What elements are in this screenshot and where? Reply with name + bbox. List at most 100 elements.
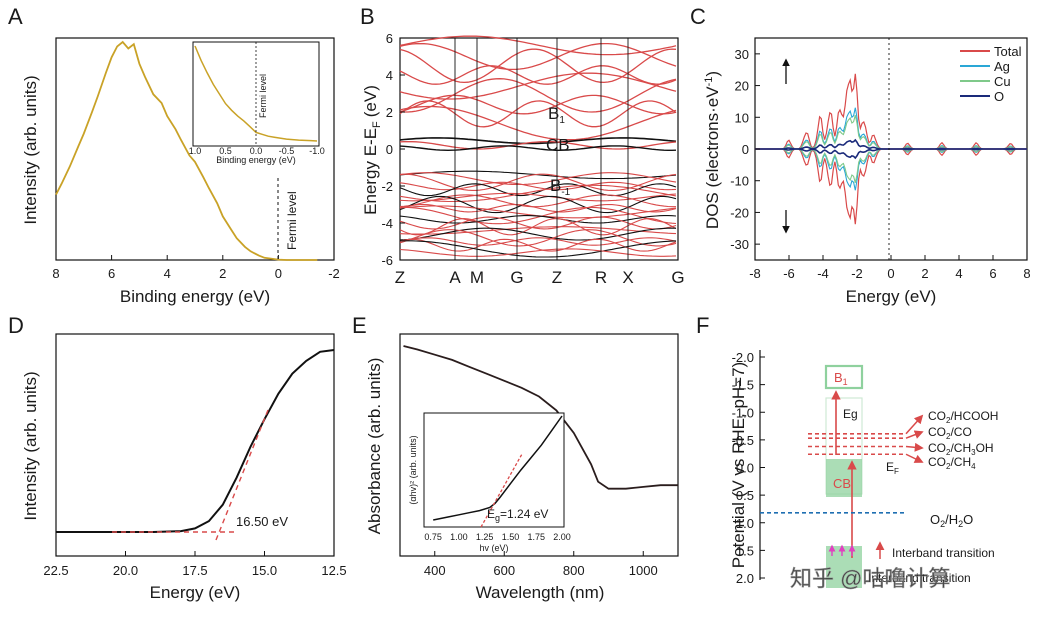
panel-b-band — [399, 145, 677, 152]
panel-e-inset-tick-label: 1.50 — [502, 532, 520, 542]
panel-b-y-tick-label: 4 — [386, 68, 393, 83]
panel-c-dos-curves — [755, 73, 1027, 225]
panel-d-x-tick-label: 22.5 — [43, 563, 68, 578]
panel-f-ef-main: E — [886, 460, 894, 474]
panel-d-x-tick-label: 20.0 — [113, 563, 138, 578]
panel-f-o2-label: O2/H2O — [930, 512, 973, 529]
panel-d-x-ticks: 22.5 20.0 17.5 15.0 12.5 — [43, 551, 347, 578]
panel-c-ylabel: DOS (electrons·eV-1) — [703, 71, 722, 229]
panel-e: E 400 600 800 1000 Wavelength (nm) Absorban… — [352, 313, 679, 602]
panel-b-ylabel-main: Energy E-E — [361, 128, 380, 215]
panel-e-inset-ylabel: (αhv)² (arb. units) — [408, 435, 418, 504]
panel-f-y-tick-label: -2.0 — [732, 350, 754, 365]
panel-label-f: F — [696, 313, 709, 338]
panel-b-band — [399, 238, 677, 252]
panel-b-ylabel-sub: F — [371, 121, 383, 128]
panel-f-y-tick-label: 0.5 — [736, 488, 754, 503]
panel-a: A 8 6 4 2 0 -2 Binding energy (eV) Intensity … — [8, 4, 340, 306]
panel-a-xps-line — [55, 40, 318, 261]
panel-e-inset-tick-label: 1.25 — [476, 532, 494, 542]
panel-f-b1-sub: 1 — [843, 377, 848, 387]
panel-e-frame — [399, 333, 679, 557]
panel-e-inset-frame — [423, 412, 565, 528]
panel-label-c: C — [690, 4, 706, 29]
panel-c-x-tick-label: 2 — [921, 266, 928, 281]
panel-f-redox-arrow — [905, 414, 924, 435]
panel-c-y-tick-label: 10 — [735, 110, 749, 125]
panel-c-x-tick-label: 4 — [955, 266, 962, 281]
panel-a-xlabel: Binding energy (eV) — [120, 287, 270, 306]
panel-b-kpoint-label: Z — [552, 268, 562, 287]
panel-b-kpoint-label: R — [595, 268, 607, 287]
panel-e-bandgap-label: Eg=1.24 eV — [487, 507, 548, 523]
panel-label-a: A — [8, 4, 23, 29]
panel-c-dos-curve — [755, 107, 1027, 150]
panel-b-band — [399, 192, 677, 202]
panel-f-redox-label-sub: 2 — [946, 448, 951, 457]
panel-f-redox-label: CO2/HCOOH — [928, 409, 998, 425]
panel-c-x-tick-label: -8 — [749, 266, 761, 281]
panel-a-x-tick-label: 4 — [164, 266, 171, 281]
panel-f-o2-main: O — [930, 512, 940, 527]
panel-label-e: E — [352, 313, 367, 338]
panel-f-y-tick-label: 0.0 — [736, 461, 754, 476]
panel-f-redox-label-text: OH — [976, 441, 994, 455]
panel-b-band — [399, 183, 677, 197]
panel-label-d: D — [8, 313, 24, 338]
panel-a-ylabel: Intensity (arb. units) — [21, 75, 40, 224]
panel-f-redox-arrow — [905, 442, 924, 452]
panel-e-inset-tick-label: 1.00 — [450, 532, 468, 542]
panel-b-band-label-main: B — [550, 176, 561, 195]
panel-b-band-label-sub: -1 — [561, 187, 570, 198]
panel-f-o2-rest: /H — [945, 512, 958, 527]
panel-f-redox-label-text: CO — [928, 441, 946, 455]
panel-c-y-tick-label: -30 — [730, 237, 749, 252]
panel-e-inset-ticks: 0.75 1.00 1.25 1.50 1.75 2.00 — [424, 532, 570, 542]
panel-c-legend-label: O — [994, 89, 1004, 104]
panel-f-redox-label: CO2/CO — [928, 425, 972, 441]
panel-a-fermi-label: Fermi level — [285, 191, 299, 250]
panel-b-band — [399, 78, 677, 113]
panel-b-band — [399, 237, 677, 246]
panel-f-y-tick-label: -0.5 — [732, 433, 754, 448]
panel-b-band — [400, 240, 677, 258]
panel-f-redox-label-text: /HCOOH — [950, 409, 998, 423]
panel-f-redox-label-text: CO — [928, 409, 946, 423]
panel-c-xlabel: Energy (eV) — [846, 287, 937, 306]
panel-b-band — [399, 218, 677, 236]
panel-e-inset-fit — [480, 453, 523, 528]
panel-c-dos-curve — [755, 73, 1027, 150]
panel-b-band — [399, 42, 677, 71]
panel-f-cb-text: CB — [833, 476, 851, 491]
panel-b-y-ticks: 6 4 2 0 -2 -4 -6 — [381, 31, 405, 268]
panel-f-cb-label: CB — [833, 476, 851, 491]
panel-c-x-tick-label: 0 — [887, 266, 894, 281]
panel-b-kpoint-lines — [454, 38, 629, 260]
panel-d-xlabel: Energy (eV) — [150, 583, 241, 602]
panel-b-kpoint-label: Z — [395, 268, 405, 287]
panel-e-inset-tauc-line — [433, 415, 563, 521]
panel-e-x-tick-label: 800 — [563, 563, 585, 578]
panel-c-legend-label: Cu — [994, 74, 1011, 89]
panel-b-band — [399, 227, 676, 241]
panel-c-ylabel-sup: -1 — [703, 77, 715, 87]
panel-f-redox-label-text: /CH — [950, 455, 971, 469]
panel-a-x-ticks: 8 6 4 2 0 -2 — [52, 255, 340, 281]
panel-b-kpoint-label: X — [622, 268, 633, 287]
panel-e-ylabel: Absorbance (arb. units) — [365, 358, 384, 535]
panel-f-eg-label: Eg — [843, 407, 858, 421]
panel-a-inset-xlabel: Binding energy (eV) — [216, 155, 296, 165]
panel-d-sec-line — [56, 349, 335, 533]
panel-e-x-tick-label: 1000 — [629, 563, 658, 578]
panel-a-inset-fermi-label: Fermi level — [258, 74, 268, 118]
panel-f-y-tick-label: 1.0 — [736, 516, 754, 531]
panel-b-band — [399, 48, 677, 84]
panel-e-xlabel: Wavelength (nm) — [476, 583, 605, 602]
panel-f-hole-arrows — [828, 544, 856, 556]
panel-f-y-tick-label: -1.0 — [732, 405, 754, 420]
panel-b-band-label: B1 — [548, 104, 565, 126]
